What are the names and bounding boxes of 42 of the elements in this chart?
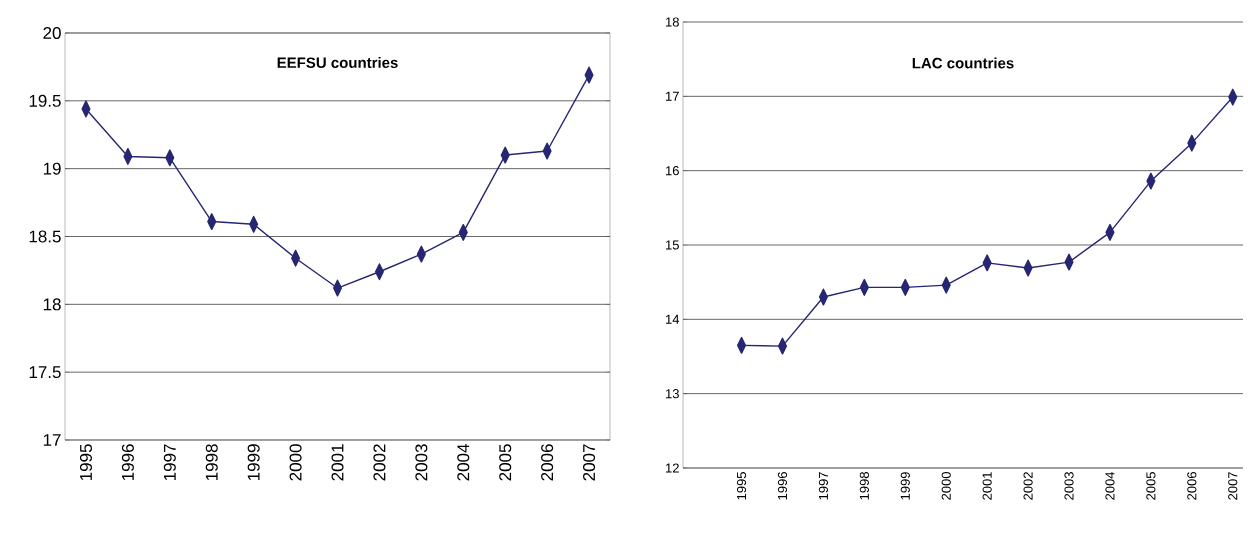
x-tick-label: 2004 xyxy=(457,444,470,481)
x-tick-label: 1998 xyxy=(859,472,869,500)
x-tick-label: 2002 xyxy=(373,444,386,481)
x-tick-label: 2006 xyxy=(541,444,554,481)
y-tick-label: 17 xyxy=(666,91,679,101)
y-tick-label: 19.5 xyxy=(29,94,61,107)
y-tick-label: 20 xyxy=(43,26,61,40)
y-tick-label: 19 xyxy=(43,162,61,175)
x-tick-label: 2005 xyxy=(499,444,512,481)
x-tick-label: 1997 xyxy=(818,472,829,500)
x-tick-label: 2002 xyxy=(1023,472,1033,500)
y-tick-label: 17.5 xyxy=(29,366,61,379)
x-tick-label: 1999 xyxy=(900,472,910,500)
x-tick-label: 2001 xyxy=(331,444,344,481)
x-tick-label: 2004 xyxy=(1105,471,1115,500)
y-tick-label: 15 xyxy=(666,240,679,250)
x-tick-label: 1997 xyxy=(163,444,176,481)
x-tick-label: 2006 xyxy=(1187,472,1197,500)
x-tick-label: 1999 xyxy=(247,444,260,481)
x-tick-label: 2000 xyxy=(941,472,951,500)
y-tick-label: 18 xyxy=(666,17,679,27)
y-tick-label: 18.5 xyxy=(29,230,61,243)
x-tick-label: 2000 xyxy=(289,444,302,481)
y-tick-label: 12 xyxy=(666,463,679,473)
x-tick-label: 1996 xyxy=(121,444,134,481)
x-tick-label: 1996 xyxy=(777,472,788,500)
x-tick-label: 1995 xyxy=(79,444,92,481)
text: LAC countries xyxy=(912,57,1014,69)
y-tick-label: 14 xyxy=(666,314,680,324)
x-tick-label: 2001 xyxy=(982,472,992,500)
y-tick-label: 17 xyxy=(43,434,61,446)
x-tick-label: 1995 xyxy=(736,472,747,500)
y-tick-label: 16 xyxy=(666,166,679,176)
x-tick-label: 1998 xyxy=(205,444,218,481)
x-tick-label: 2003 xyxy=(415,444,428,481)
x-tick-label: 2007 xyxy=(1228,472,1238,500)
x-tick-label: 2005 xyxy=(1146,472,1156,500)
y-tick-label: 13 xyxy=(666,389,679,399)
x-tick-label: 2003 xyxy=(1064,472,1074,500)
text: EEFSU countries xyxy=(277,56,398,68)
x-tick-label: 2007 xyxy=(583,444,596,481)
y-tick-label: 18 xyxy=(43,298,61,311)
